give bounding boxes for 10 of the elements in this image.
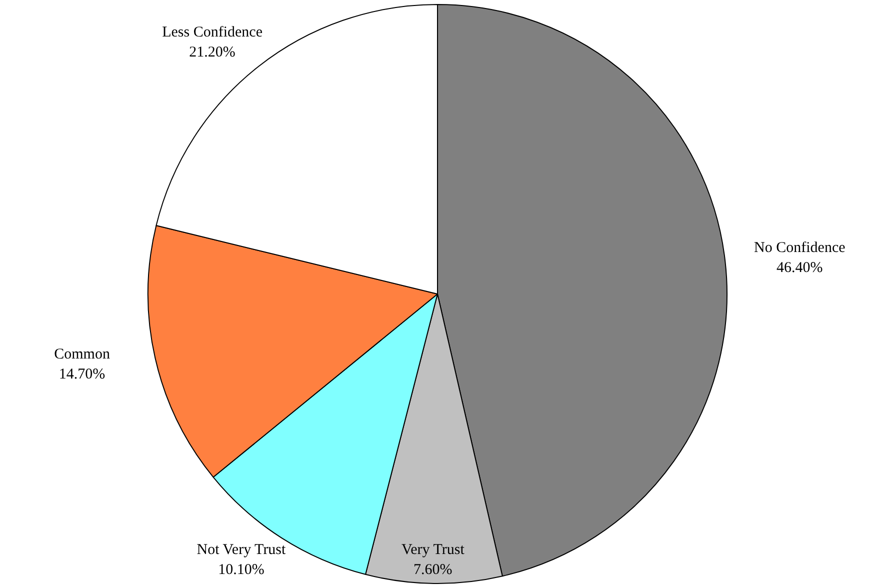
slice-label: Less Confidence — [162, 24, 263, 41]
data-label: 10.10% — [218, 562, 264, 578]
data-label: 46.40% — [776, 260, 823, 276]
data-label: 7.60% — [414, 562, 452, 578]
slice-label: Common — [54, 346, 110, 363]
slice-label: Very Trust — [401, 542, 466, 558]
data-label: 21.20% — [189, 44, 236, 61]
data-label: 14.70% — [58, 366, 106, 383]
slice-label: Not Very Trust — [196, 542, 287, 558]
slice-label: No Confidence — [754, 240, 846, 256]
